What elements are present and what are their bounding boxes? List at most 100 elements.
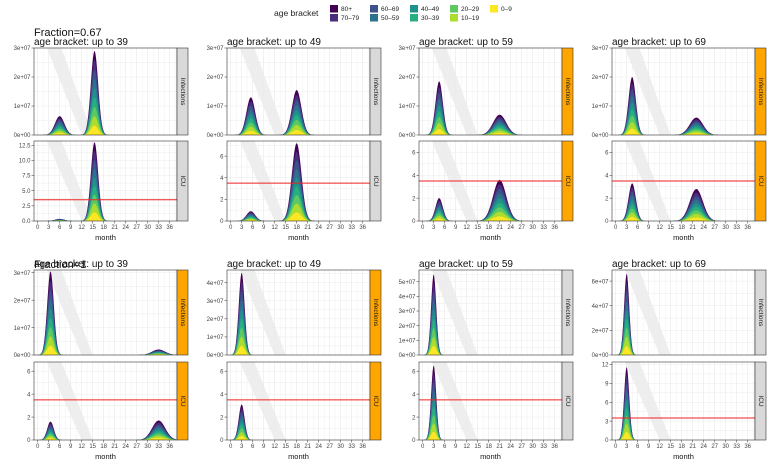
x-tick-label: 27 — [518, 225, 525, 231]
y-tick-label: 6 — [412, 369, 416, 375]
y-tick-label: 2e+07 — [14, 298, 32, 304]
facet-strip-label: ICU — [372, 175, 379, 187]
legend-swatch — [330, 5, 338, 13]
y-tick-label: 3 — [605, 419, 609, 425]
stacked-areas — [419, 179, 562, 221]
x-tick-label: 12 — [271, 444, 278, 450]
y-axis: 0e+00 1e+07 2e+07 3e+07 — [14, 271, 34, 359]
x-tick-label: 36 — [744, 444, 751, 450]
x-tick-label: 36 — [744, 225, 751, 231]
legend-label: 0–9 — [501, 6, 512, 13]
facet-strip-label: ICU — [564, 175, 571, 187]
shaded-period — [624, 362, 671, 440]
x-tick-label: 15 — [282, 444, 289, 450]
y-axis: 0.0 2.5 5.0 7.5 10.0 12.5 — [19, 143, 34, 225]
y-tick-label: 4 — [220, 176, 224, 182]
x-tick-label: 12 — [463, 225, 470, 231]
facet-panel: age bracket: up to 39 Infections 0e+00 1e+0… — [14, 259, 189, 461]
area-series — [419, 129, 562, 135]
facet-strip — [754, 269, 767, 356]
y-tick-label: 2 — [605, 196, 609, 202]
y-axis: 0 2 4 6 — [412, 369, 419, 444]
y-tick-label: 2 — [220, 415, 224, 421]
facet-panel: age bracket: up to 39 Infections 0e+00 1e+0… — [14, 37, 189, 242]
y-tick-label: 2e+07 — [592, 75, 610, 81]
facet-strip — [176, 47, 189, 136]
x-tick-label: 21 — [304, 225, 311, 231]
facet-strip — [754, 47, 767, 136]
stacked-areas — [227, 404, 370, 440]
facet-strip-label: ICU — [757, 175, 764, 187]
y-tick-label: 0 — [220, 219, 224, 225]
legend-swatch — [490, 5, 498, 13]
y-axis: 0 2 4 6 — [220, 154, 227, 225]
group-title-0: Fraction=0.67 — [34, 27, 102, 39]
infections-panel: Infections 0e+00 1e+07 2e+07 3e+07 — [14, 46, 189, 139]
shaded-period — [431, 48, 478, 135]
legend-label: 10–19 — [461, 15, 479, 22]
y-tick-label: 6 — [605, 400, 609, 406]
x-tick-label: 21 — [689, 225, 696, 231]
facet-strip — [369, 269, 382, 356]
y-tick-label: 0e+00 — [14, 133, 32, 139]
x-tick-label: 30 — [337, 225, 344, 231]
facet-panel: age bracket: up to 69 Infections 0e+00 1e+0… — [592, 37, 767, 242]
legend-label: 60–69 — [381, 6, 399, 13]
y-tick-label: 4 — [412, 173, 416, 179]
legend: age bracket 80+ 70–79 60–69 50–59 40–49 30–39… — [274, 5, 512, 22]
x-tick-label: 33 — [348, 225, 355, 231]
x-tick-label: 18 — [485, 225, 492, 231]
x-tick-label: 30 — [337, 444, 344, 450]
y-axis: 0e+00 1e+07 2e+07 3e+07 — [592, 46, 612, 139]
x-tick-label: 24 — [700, 444, 707, 450]
y-tick-label: 2 — [412, 196, 416, 202]
x-tick-label: 30 — [722, 444, 729, 450]
x-tick-label: 12 — [656, 444, 663, 450]
stacked-areas — [34, 420, 177, 440]
x-tick-label: 3 — [432, 444, 436, 450]
facet-strip — [369, 361, 382, 441]
x-tick-label: 9 — [647, 444, 651, 450]
y-tick-label: 0.0 — [22, 219, 31, 225]
facet-strip — [561, 269, 574, 356]
facet-strip-label: ICU — [757, 395, 764, 407]
x-tick-label: 0 — [614, 225, 618, 231]
facet-panel: age bracket: up to 59 Infections 0e+00 1e+0… — [399, 259, 574, 461]
y-tick-label: 3e+07 — [207, 299, 225, 305]
x-tick-label: 36 — [359, 225, 366, 231]
y-tick-label: 4e+07 — [592, 304, 610, 310]
y-tick-label: 12 — [602, 363, 609, 369]
x-tick-label: 9 — [69, 444, 73, 450]
facet-strip-label: Infections — [179, 78, 186, 107]
y-tick-label: 4 — [27, 392, 31, 398]
facet-strip-label: Infections — [372, 299, 379, 328]
x-tick-label: 12 — [271, 225, 278, 231]
facet-strip — [754, 361, 767, 441]
shaded-period — [46, 362, 93, 440]
facet-panel: age bracket: up to 59 Infections 0e+00 1e+0… — [399, 37, 574, 242]
x-tick-label: 6 — [251, 444, 255, 450]
y-tick-label: 0 — [605, 219, 609, 225]
x-tick-label: 12 — [78, 444, 85, 450]
facet-strip — [561, 361, 574, 441]
x-tick-label: 33 — [540, 444, 547, 450]
x-tick-label: 15 — [89, 225, 96, 231]
gridlines — [612, 47, 755, 136]
y-tick-label: 0 — [27, 438, 31, 444]
y-axis: 0e+00 1e+07 2e+07 3e+07 4e+07 — [207, 281, 227, 359]
y-axis: 0e+00 1e+07 2e+07 3e+07 — [207, 46, 227, 139]
x-tick-label: 21 — [111, 444, 118, 450]
shaded-period — [431, 362, 478, 440]
infections-panel: Infections 0e+00 1e+07 2e+07 3e+07 — [399, 46, 574, 139]
shaded-period — [239, 362, 286, 440]
x-tick-label: 18 — [293, 444, 300, 450]
x-tick-label: 36 — [166, 444, 173, 450]
panel-title: age bracket: up to 69 — [612, 37, 706, 48]
y-axis: 0 3 6 9 12 — [602, 363, 612, 444]
